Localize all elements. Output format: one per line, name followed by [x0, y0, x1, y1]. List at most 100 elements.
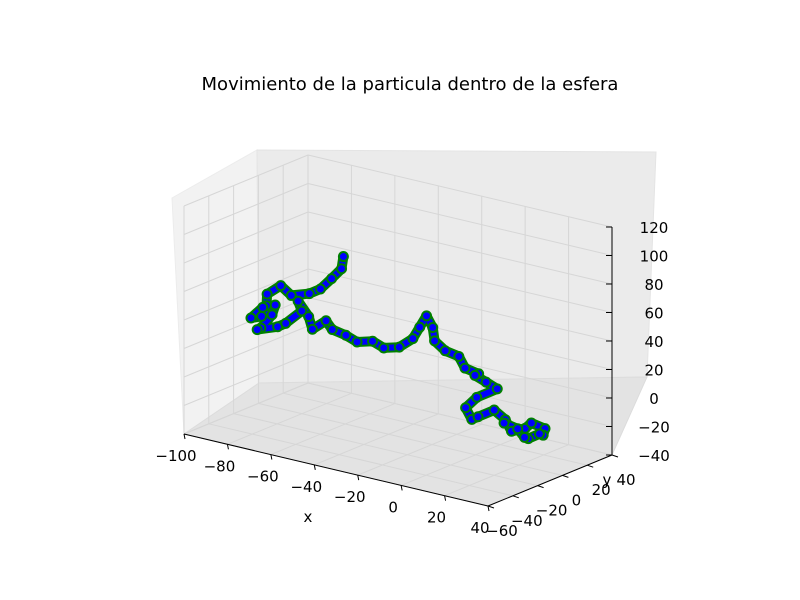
x-tick — [313, 464, 316, 470]
grid-line-x — [444, 444, 569, 497]
trajectory-point — [533, 428, 545, 440]
trajectory-point — [469, 369, 481, 381]
trajectory-point — [491, 383, 503, 395]
pane-back-wall — [256, 149, 657, 384]
z-tick-label: 0 — [649, 390, 659, 408]
trajectory-point — [326, 324, 338, 336]
trajectory-point — [351, 336, 363, 348]
x-tick — [226, 444, 229, 450]
trajectory-point — [414, 321, 426, 333]
trajectory-point — [303, 311, 315, 323]
grid-line-x — [270, 403, 396, 456]
grid-line-x — [400, 433, 526, 486]
trajectory-point — [285, 289, 297, 301]
trajectory-point — [296, 305, 308, 317]
grid-line-z — [307, 297, 613, 370]
trajectory-point — [257, 301, 269, 313]
grid-line-z — [307, 183, 613, 256]
y-tick — [512, 495, 519, 499]
y-tick-label: −60 — [486, 522, 518, 540]
y-tick-label: −20 — [536, 502, 568, 520]
x-tick — [444, 495, 447, 501]
x-tick-label: 40 — [470, 519, 489, 537]
trajectory-point — [280, 317, 292, 329]
trajectory-point — [314, 283, 326, 295]
grid-line-y — [258, 402, 563, 476]
x-tick — [270, 454, 273, 460]
trajectory-point — [439, 345, 451, 357]
z-tick-label: −20 — [638, 419, 670, 437]
grid-line-z — [307, 382, 613, 456]
trajectory-point — [472, 411, 484, 423]
trajectory-point — [292, 295, 304, 307]
z-tick-label: 100 — [640, 248, 669, 266]
trajectory-point — [519, 431, 531, 443]
trajectory-point — [340, 329, 352, 341]
y-tick-label: 40 — [616, 471, 635, 489]
trajectory-point — [266, 309, 278, 321]
grid-line-y — [283, 392, 588, 466]
x-tick — [183, 433, 186, 440]
grid-line-z — [307, 354, 613, 427]
trajectory-point — [251, 324, 263, 336]
x-tick — [400, 485, 403, 491]
grid-line-z — [183, 382, 309, 435]
axes: −100−80−60−40−2002040−60−40−2002040−40−2… — [155, 219, 669, 540]
trajectory-point — [488, 404, 500, 416]
trajectory-point — [453, 350, 465, 362]
trajectory-point — [245, 312, 257, 324]
grid — [183, 154, 613, 507]
grid-line-y — [208, 423, 513, 497]
x-tick-label: 20 — [427, 509, 446, 527]
trajectory-point — [393, 341, 405, 353]
z-tick-label: 80 — [644, 276, 663, 294]
trajectory-point — [471, 391, 483, 403]
trajectory-point — [275, 280, 287, 292]
y-tick — [487, 505, 495, 509]
y-tick-label: −40 — [511, 512, 543, 530]
z-tick-label: 40 — [644, 333, 663, 351]
x-tick-label: −60 — [247, 468, 279, 486]
x-tick-label: −40 — [290, 478, 322, 496]
trajectory-point — [407, 333, 419, 345]
z-tick-label: 60 — [644, 305, 663, 323]
y-axis-line — [487, 454, 613, 507]
y-tick — [562, 474, 569, 478]
grid-line-z — [307, 240, 613, 313]
grid-line-y — [233, 413, 538, 487]
grid-line-z — [307, 211, 613, 285]
x-tick — [357, 475, 360, 481]
trajectory — [245, 251, 551, 445]
pane-walls — [171, 149, 657, 507]
trajectory-point — [460, 402, 472, 414]
y-axis-label: y — [603, 471, 612, 489]
z-tick-label: −40 — [638, 447, 670, 465]
grid-line-z — [183, 354, 309, 406]
trajectory-point — [336, 263, 348, 275]
grid-line-z — [183, 240, 309, 292]
y-tick — [611, 454, 619, 458]
x-axis-label: x — [304, 508, 313, 526]
x-tick-label: −80 — [204, 457, 236, 475]
trajectory-point — [512, 423, 524, 435]
y-tick-label: 20 — [592, 481, 611, 499]
grid-line-z — [183, 268, 309, 321]
x-tick — [487, 505, 490, 512]
trajectory-point — [326, 273, 338, 285]
grid-line-z — [307, 154, 613, 228]
y-tick — [587, 464, 594, 468]
trajectory-point — [269, 299, 281, 311]
grid-line-z — [307, 268, 613, 342]
trajectory-point — [421, 310, 433, 322]
grid-line-z — [183, 154, 309, 207]
grid-line-z — [183, 183, 309, 235]
x-tick-label: 0 — [388, 498, 398, 516]
trajectory-point — [525, 417, 537, 429]
z-tick-label: 20 — [644, 362, 663, 380]
trajectory-point — [378, 342, 390, 354]
grid-line-z — [183, 325, 309, 378]
z-tick-label: 120 — [640, 219, 669, 237]
y-tick-label: 0 — [572, 491, 582, 509]
trajectory-point — [480, 376, 492, 388]
